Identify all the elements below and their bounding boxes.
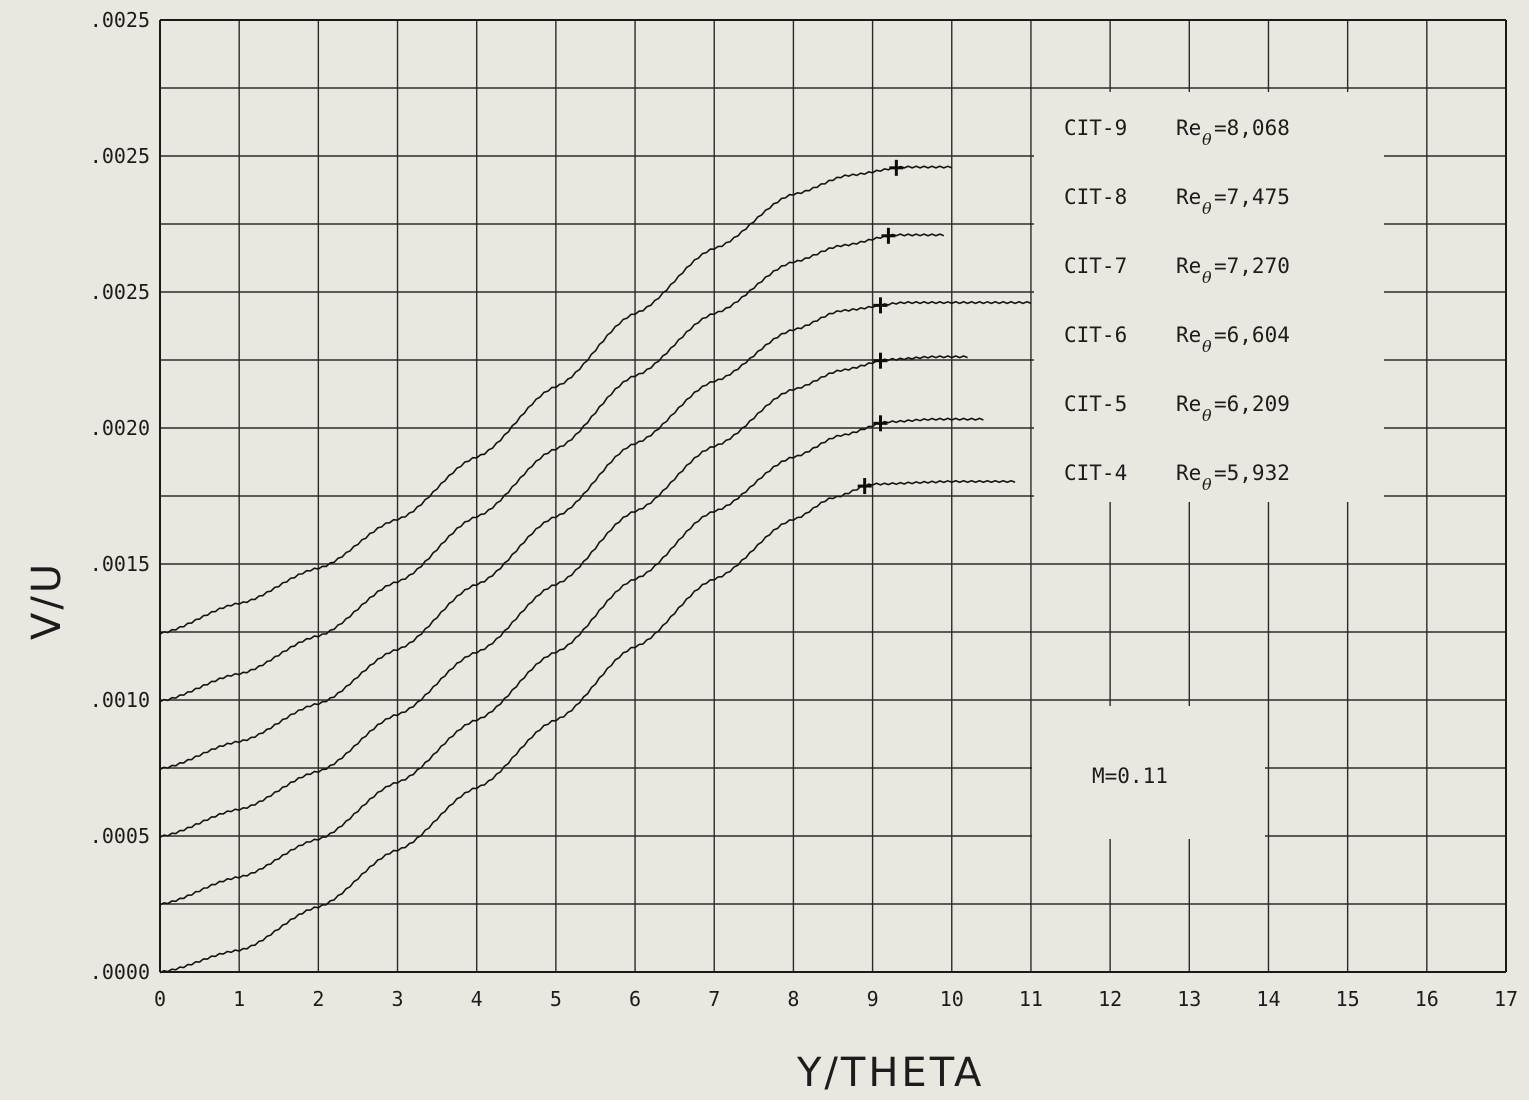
legend-re-value: =6,604 (1214, 323, 1290, 347)
legend-series-name: CIT-7 (1064, 254, 1127, 278)
legend-re-label: Re (1176, 185, 1201, 209)
x-tick-label: 15 (1336, 987, 1360, 1011)
legend-theta-subscript: θ (1202, 337, 1212, 356)
series-line (159, 233, 945, 703)
x-tick-label: 12 (1098, 987, 1122, 1011)
x-tick-label: 0 (154, 987, 166, 1011)
legend-background (1034, 92, 1384, 502)
legend-series-name: CIT-5 (1064, 392, 1127, 416)
legend-re-value: =6,209 (1214, 392, 1290, 416)
y-tick-label: .0025 (90, 280, 150, 304)
x-tick-label: 10 (940, 987, 964, 1011)
axis-ticks: 0 1 2 3 4 5 6 7 8 9 10 11 12 13 14 15 16 17.0000.0005.001… (90, 8, 1518, 1011)
legend-series-name: CIT-4 (1064, 461, 1127, 485)
x-tick-label: 13 (1177, 987, 1201, 1011)
legend-re-value: =7,270 (1214, 254, 1290, 278)
legend-entry: CIT-7 Re θ =7,270 (1064, 254, 1290, 287)
x-tick-label: 9 (867, 987, 879, 1011)
x-tick-label: 14 (1256, 987, 1280, 1011)
y-tick-label: .0020 (90, 416, 150, 440)
series-line (159, 355, 968, 839)
legend-series-name: CIT-9 (1064, 116, 1127, 140)
legend-entry: CIT-8 Re θ =7,475 (1064, 185, 1290, 218)
legend-re-label: Re (1176, 116, 1201, 140)
x-tick-label: 6 (629, 987, 641, 1011)
legend-series-name: CIT-8 (1064, 185, 1127, 209)
y-tick-label: .0025 (90, 144, 150, 168)
legend-entry: CIT-4 Re θ =5,932 (1064, 461, 1290, 494)
y-tick-label: .0010 (90, 688, 150, 712)
x-tick-label: 1 (233, 987, 245, 1011)
x-tick-label: 3 (392, 987, 404, 1011)
y-tick-label: .0005 (90, 824, 150, 848)
legend-entry: CIT-9 Re θ =8,068 (1064, 116, 1290, 149)
legend-entry: CIT-5 Re θ =6,209 (1064, 392, 1290, 425)
x-tick-label: 8 (787, 987, 799, 1011)
y-tick-label: .0000 (90, 960, 150, 984)
x-tick-label: 16 (1415, 987, 1439, 1011)
legend-re-label: Re (1176, 392, 1201, 416)
note-box-background (1032, 706, 1265, 839)
x-tick-label: 11 (1019, 987, 1043, 1011)
x-tick-label: 7 (708, 987, 720, 1011)
x-tick-label: 17 (1494, 987, 1518, 1011)
legend-theta-subscript: θ (1202, 268, 1212, 287)
legend-series-name: CIT-6 (1064, 323, 1127, 347)
series-line (159, 417, 984, 906)
series-line (159, 479, 1016, 974)
y-axis-label: V/U (24, 561, 70, 640)
x-tick-label: 4 (471, 987, 483, 1011)
legend-re-value: =8,068 (1214, 116, 1290, 140)
series-line (159, 165, 953, 635)
legend-re-value: =5,932 (1214, 461, 1290, 485)
x-axis-label: Y/THETA (796, 1050, 984, 1096)
legend-re-label: Re (1176, 254, 1201, 278)
legend-entry: CIT-6 Re θ =6,604 (1064, 323, 1290, 356)
legend-theta-subscript: θ (1202, 406, 1212, 425)
legend-theta-subscript: θ (1202, 475, 1212, 494)
legend-re-label: Re (1176, 461, 1201, 485)
note-box: M=0.11 (1032, 706, 1265, 839)
legend-theta-subscript: θ (1202, 130, 1212, 149)
y-tick-label: .0015 (90, 552, 150, 576)
legend-re-value: =7,475 (1214, 185, 1290, 209)
y-tick-label: .0025 (90, 8, 150, 32)
legend-theta-subscript: θ (1202, 199, 1212, 218)
series-curves (159, 159, 1032, 974)
legend-re-label: Re (1176, 323, 1201, 347)
x-tick-label: 5 (550, 987, 562, 1011)
note-text: M=0.11 (1092, 764, 1168, 788)
x-tick-label: 2 (312, 987, 324, 1011)
